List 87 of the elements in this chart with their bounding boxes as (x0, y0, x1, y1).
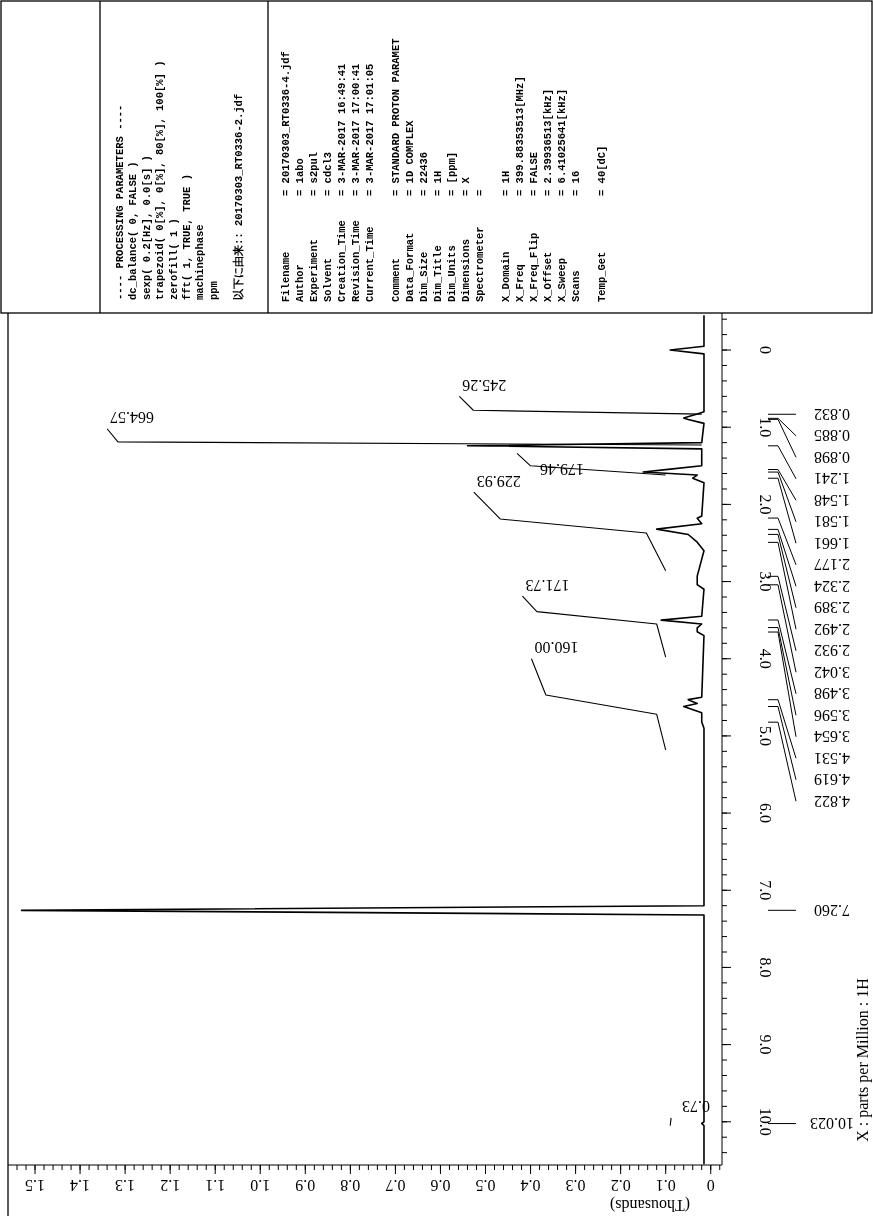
x-tick-label: 0.2 (610, 1176, 631, 1194)
x-tick-label: 0.6 (430, 1176, 451, 1194)
x-tick-label: 1.5 (25, 1176, 46, 1194)
text: 4.531 (814, 749, 850, 767)
text: ---- PROCESSING PARAMETERS ---- (114, 104, 126, 300)
text: 1.581 (814, 513, 850, 531)
text: 4.822 (814, 792, 850, 810)
text: Comment = STANDARD PROTON PARAMET (390, 38, 402, 302)
text: 2.324 (814, 577, 850, 595)
text: Current_Time = 3-MAR-2017 17:01:05 (364, 63, 376, 302)
text: 3.596 (814, 706, 850, 724)
text: Spectrometer = (474, 189, 486, 302)
text: dc_balance( 0, FALSE ) (127, 161, 140, 300)
text: Scans = 16 (570, 170, 582, 302)
text: Revision_Time = 3-MAR-2017 17:00:41 (350, 63, 362, 302)
y-tick-label: 7.0 (756, 880, 774, 901)
text: 以下に由来:: 20170303_RT0336-2.jdf (232, 93, 246, 300)
text: 1.241 (814, 470, 850, 488)
text: fft( 1, TRUE, TRUE ) (181, 173, 193, 300)
y-tick-label: 10.0 (756, 1107, 774, 1136)
x-tick-label: 1.4 (70, 1176, 91, 1194)
annotation: 664.57 (110, 409, 155, 427)
x-tick-label: 1.1 (205, 1176, 226, 1194)
text: Dim_Units = [ppm] (446, 151, 458, 302)
text: Dim_Size = 22436 (418, 151, 430, 302)
x-tick-label: 1.3 (115, 1176, 136, 1194)
text: X_Freq = 399.88353513[MHz] (514, 76, 526, 302)
x-axis-title: (Thousands) (610, 1195, 690, 1214)
annotation: 245.26 (462, 376, 507, 394)
text: Experiment = s2pul (308, 151, 320, 302)
annotation: 229.93 (476, 472, 521, 490)
text: Filename = 20170303_RT0336-4.jdf (280, 51, 292, 302)
x-tick-label: 0.1 (655, 1176, 676, 1194)
text: Temp_Get = 40[dC] (596, 145, 608, 302)
text: 3.042 (814, 663, 850, 681)
annotation: 171.73 (525, 576, 570, 594)
x-tick-label: 0.4 (520, 1176, 541, 1194)
y-tick-label: 3.0 (756, 571, 774, 592)
x-tick-label: 0 (706, 1176, 715, 1194)
text: machinephase (194, 224, 207, 300)
text: 0.832 (814, 405, 850, 423)
text: 3.498 (814, 685, 850, 703)
annotation: 160.00 (534, 639, 579, 657)
text: 2.492 (814, 620, 850, 638)
text: X_Freq_Flip = FALSE (528, 151, 540, 302)
x-tick-label: 0.3 (565, 1176, 586, 1194)
y-axis-title: X : parts per Million : 1H (853, 977, 872, 1142)
x-tick-label: 0.9 (295, 1176, 316, 1194)
y-tick-label: 4.0 (756, 648, 774, 669)
text: zerofill( 1 ) (167, 218, 180, 300)
text: Dimensions = X (460, 177, 472, 302)
text: 0.885 (814, 427, 850, 445)
text: trapezoid( 0[%], 0[%], 80[%], 100[%] ) (154, 60, 167, 300)
text: X_Offset = 2.39936513[kHz] (542, 88, 554, 302)
text: 2.389 (814, 599, 850, 617)
text: Solvent = cdcl3 (322, 151, 334, 302)
x-tick-label: 0.7 (385, 1176, 406, 1194)
y-tick-label: 8.0 (756, 957, 774, 978)
text: 7.260 (814, 901, 850, 919)
y-tick-label: 5.0 (756, 725, 774, 746)
y-tick-label: 0 (756, 346, 774, 355)
annotation: 0.73 (682, 1098, 711, 1116)
text: 4.619 (814, 771, 850, 789)
y-tick-label: 1.0 (756, 417, 774, 438)
y-tick-label: 9.0 (756, 1034, 774, 1055)
y-tick-label: 2.0 (756, 494, 774, 515)
text: Author = 1abo (294, 158, 306, 302)
y-tick-label: 6.0 (756, 803, 774, 824)
text: Creation_Time = 3-MAR-2017 16:49:41 (336, 63, 348, 302)
x-tick-label: 0.8 (340, 1176, 361, 1194)
text: 2.177 (814, 556, 850, 574)
annotation: 179.46 (540, 460, 585, 478)
text: X_Domain = 1H (500, 170, 512, 302)
text: 1.661 (814, 534, 850, 552)
x-tick-label: 1.0 (250, 1176, 271, 1194)
text: Dim_Title = 1H (432, 170, 444, 302)
text: 2.932 (814, 642, 850, 660)
x-tick-label: 0.5 (475, 1176, 496, 1194)
text: sexp( 0.2[Hz], 0.0[s] ) (140, 155, 153, 300)
text: 0.898 (814, 448, 850, 466)
text: 1.548 (814, 491, 850, 509)
text: X_Sweep = 6.41025641[kHz] (556, 88, 568, 302)
text: 3.654 (814, 728, 850, 746)
text: Data_Format = 1D COMPLEX (404, 120, 416, 302)
x-tick-label: 1.2 (160, 1176, 181, 1194)
text: 10.023 (810, 1115, 854, 1133)
text: ppm (207, 281, 220, 300)
